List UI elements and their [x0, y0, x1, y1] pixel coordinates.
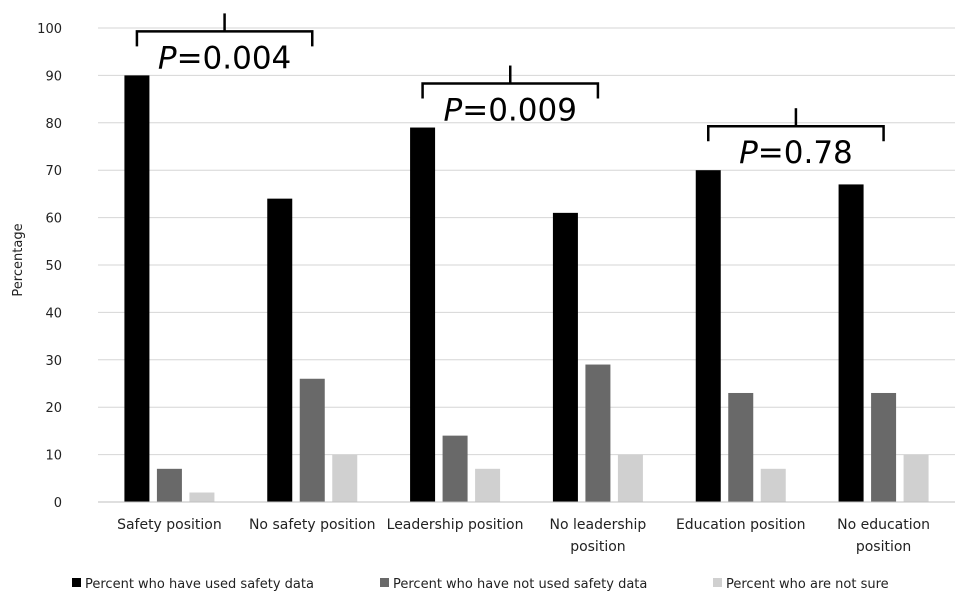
legend: Percent who have used safety data Percent…: [72, 577, 889, 592]
y-tick-label: 80: [45, 117, 62, 132]
bar: [728, 392, 754, 502]
category-label: Education position: [676, 517, 806, 533]
bar: [332, 454, 358, 502]
y-tick-label: 0: [54, 496, 62, 511]
y-tick-label: 100: [37, 22, 62, 37]
bar: [838, 184, 864, 503]
legend-label: Percent who have not used safety data: [393, 577, 647, 592]
significance-bracket: P=0.009: [421, 65, 600, 129]
legend-item: Percent who have not used safety data: [380, 577, 647, 592]
y-axis-title: Percentage: [11, 223, 26, 296]
bar: [267, 198, 293, 502]
category-label: No education position: [837, 517, 930, 555]
bar: [695, 170, 721, 502]
bar: [760, 468, 786, 502]
y-axis-ticks: 0 10 20 30 40 50 60 70 80 90 100: [37, 22, 62, 511]
y-tick-label: 30: [45, 354, 62, 369]
bar: [871, 392, 897, 502]
p-value-label: P=0.78: [739, 135, 853, 171]
bar: [156, 468, 182, 502]
legend-item: Percent who are not sure: [713, 577, 889, 592]
legend-swatch: [380, 578, 389, 587]
category-label: Safety position: [117, 517, 222, 533]
y-tick-label: 90: [45, 69, 62, 84]
y-tick-label: 10: [45, 449, 62, 464]
y-tick-label: 40: [45, 306, 62, 321]
bar: [585, 364, 611, 502]
significance-bracket: P=0.004: [135, 13, 314, 76]
bar: [617, 454, 643, 502]
y-tick-label: 70: [45, 164, 62, 179]
category-label: No leadership position: [550, 517, 647, 555]
bar: [903, 454, 929, 502]
legend-swatch: [713, 578, 722, 587]
legend-item: Percent who have used safety data: [72, 577, 314, 592]
p-value-label: P=0.004: [158, 40, 291, 76]
legend-label: Percent who are not sure: [726, 577, 889, 592]
y-tick-label: 60: [45, 212, 62, 227]
legend-label: Percent who have used safety data: [85, 577, 314, 592]
bar: [410, 127, 436, 502]
significance-bracket: P=0.78: [707, 108, 885, 171]
bars: [124, 75, 929, 503]
bar: [475, 468, 501, 502]
p-value-label: P=0.009: [444, 93, 577, 129]
y-tick-label: 50: [45, 259, 62, 274]
legend-swatch: [72, 578, 81, 587]
bar: [442, 435, 468, 502]
category-label: Leadership position: [387, 517, 524, 533]
category-labels: Safety position No safety position Leaders…: [117, 517, 930, 555]
bar: [299, 378, 325, 502]
category-label: No safety position: [249, 517, 376, 533]
y-tick-label: 20: [45, 401, 62, 416]
bar: [124, 75, 150, 503]
gridlines: [98, 27, 955, 456]
bar: [189, 492, 215, 502]
bar: [552, 212, 578, 503]
significance-annotations: P=0.004 P=0.009 P=0.78: [135, 13, 885, 171]
